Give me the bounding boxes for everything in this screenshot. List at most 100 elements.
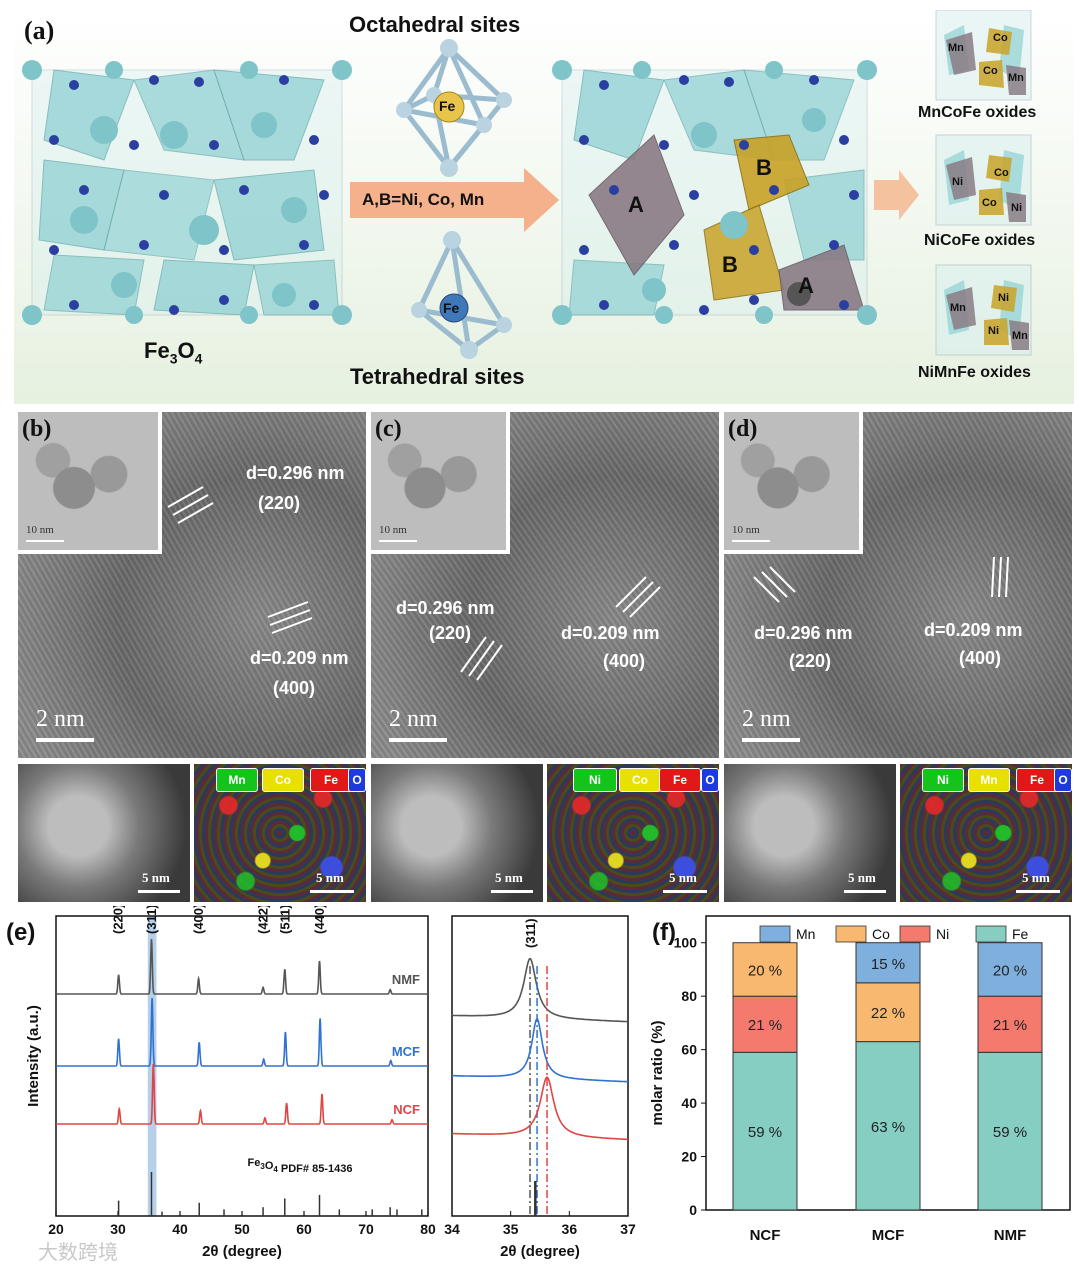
- xrd-zoom-chart: 34 35 36 37 2θ (degree) (311): [444, 915, 636, 1260]
- x-tick-label: 70: [358, 1221, 374, 1237]
- map-scale-bar: [310, 890, 354, 893]
- main-scale-label: 2 nm: [389, 706, 438, 732]
- octahedral-fe-label: Fe: [439, 98, 456, 114]
- oxide-1-ion-4: Mn: [1008, 72, 1024, 84]
- peak-label: (422): [256, 906, 271, 934]
- site-a-label: A: [628, 192, 644, 217]
- lattice-fringe-line: [615, 576, 647, 608]
- panel-label: (c): [375, 416, 402, 442]
- eds-legend-ni: Ni: [922, 768, 964, 792]
- oxide-2-name: NiCoFe oxides: [924, 232, 1036, 249]
- bar-segment-fe: [977, 1051, 1043, 1211]
- oxide-1-ion-2: Co: [993, 32, 1008, 44]
- bar-value-label: 20 %: [748, 962, 782, 979]
- eds-legend-fe: Fe: [659, 768, 701, 792]
- legend-swatch-co: [835, 925, 867, 943]
- y-axis-label: molar ratio (%): [649, 1020, 666, 1125]
- panel-label: (e): [6, 919, 35, 946]
- x-tick-label: 36: [562, 1221, 578, 1237]
- haadf-scale-label: 5 nm: [142, 870, 170, 885]
- legend-label-mn: Mn: [796, 926, 815, 942]
- eds-legend-ni: Ni: [573, 768, 617, 792]
- haadf-scale-label: 5 nm: [495, 870, 523, 885]
- xrd-main-chart: (e) 20 30 40 50 60 70 80 2θ (degree) Intensity (a…: [6, 906, 436, 1260]
- bar-segment-mn: [977, 942, 1043, 997]
- peak-label: (220): [111, 906, 126, 934]
- x-tick-label: 60: [296, 1221, 312, 1237]
- substituted-crystal: [552, 60, 877, 325]
- bar-segment-fe: [732, 1051, 798, 1211]
- tetrahedral-vertices: [411, 231, 512, 359]
- bar-value-label: 20 %: [993, 962, 1027, 979]
- bar-segment-fe: [855, 1041, 921, 1211]
- miller-index-220: (220): [258, 493, 301, 513]
- y-tick-label: 0: [689, 1202, 697, 1218]
- panel-label: (d): [728, 416, 758, 442]
- lattice-fringe-line: [177, 502, 214, 524]
- d-spacing-400: d=0.209 nm: [561, 623, 660, 643]
- lattice-fringe-line: [629, 586, 661, 618]
- inset-scale-bar: [26, 540, 64, 542]
- x-tick-label: 35: [503, 1221, 519, 1237]
- zoom-series-ncf: [452, 1076, 628, 1141]
- bar-segment-mn: [855, 942, 921, 984]
- d-spacing-220: d=0.296 nm: [754, 623, 853, 643]
- main-scale-bar: [742, 738, 800, 742]
- d-spacing-400: d=0.209 nm: [924, 620, 1023, 640]
- peak-label: (311): [523, 918, 538, 948]
- main-scale-label: 2 nm: [36, 706, 85, 732]
- map-scale-label: 5 nm: [316, 870, 344, 885]
- inset-scale-label: 10 nm: [26, 524, 54, 536]
- miller-index-400: (400): [959, 648, 1002, 668]
- octahedral-fe-atom: [433, 91, 465, 123]
- panel-a: (a): [14, 10, 1074, 404]
- legend-swatch-fe: [975, 925, 1007, 943]
- bar-value-label: 22 %: [871, 1005, 905, 1022]
- lattice-annotations: [167, 486, 313, 634]
- category-label: NCF: [750, 1227, 781, 1244]
- lattice-fringe-line: [172, 494, 209, 516]
- lattice-annotations: [460, 576, 661, 681]
- y-axis-label: Intensity (a.u.): [25, 1005, 42, 1107]
- zoom-series-mcf: [452, 1017, 628, 1083]
- oxide-2-ion-4: Ni: [1011, 202, 1022, 214]
- oxide-3-ion-1: Mn: [950, 302, 966, 314]
- plot-frame: [451, 915, 629, 1217]
- oxide-crystal-icons: [935, 10, 1032, 356]
- bar-segment-co: [732, 942, 798, 997]
- site-b-label: B: [756, 155, 772, 180]
- miller-index-400: (400): [603, 651, 646, 671]
- haadf-image: [724, 764, 896, 902]
- fe3o4-title: Fe3O4: [144, 338, 203, 367]
- oxide-1-ion-1: Mn: [948, 42, 964, 54]
- legend-swatch-ni: [899, 925, 931, 943]
- d-spacing-220: d=0.296 nm: [246, 463, 345, 483]
- oxide-2-ion-3: Co: [982, 197, 997, 209]
- peak-label: (311): [144, 906, 159, 934]
- legend-label-fe: Fe: [1012, 926, 1029, 942]
- lattice-fringe-line: [460, 636, 487, 673]
- oxide-1-name: MnCoFe oxides: [918, 104, 1037, 121]
- tetrahedral-sites-title: Tetrahedral sites: [350, 364, 525, 389]
- inset-scale-bar: [379, 540, 417, 542]
- haadf-image: [371, 764, 543, 902]
- haadf-scale-bar: [491, 890, 533, 893]
- main-scale-label: 2 nm: [742, 706, 791, 732]
- substitution-arrow: [350, 168, 559, 232]
- peak-label: (440): [312, 906, 327, 934]
- panel-a-artwork: [22, 10, 1032, 359]
- site-b-polyhedron: [733, 134, 810, 211]
- tem-panel-0: 10 nm (b) d=0.296 nm (220) d=0.209 nm (400) 2 …: [18, 412, 366, 902]
- d-spacing-400: d=0.209 nm: [250, 648, 349, 668]
- legend-label-co: Co: [872, 926, 890, 942]
- eds-legend-co: Co: [262, 768, 304, 792]
- bar-value-label: 21 %: [993, 1017, 1027, 1034]
- miller-index-220: (220): [429, 623, 472, 643]
- series-label-mcf: MCF: [392, 1044, 420, 1059]
- map-scale-bar: [663, 890, 707, 893]
- product-arrow: [874, 170, 919, 220]
- lattice-fringe-line: [269, 609, 311, 626]
- site-b-label-2: B: [722, 252, 738, 277]
- site-a-polyhedron: [588, 134, 685, 276]
- lattice-fringe-line: [769, 566, 796, 593]
